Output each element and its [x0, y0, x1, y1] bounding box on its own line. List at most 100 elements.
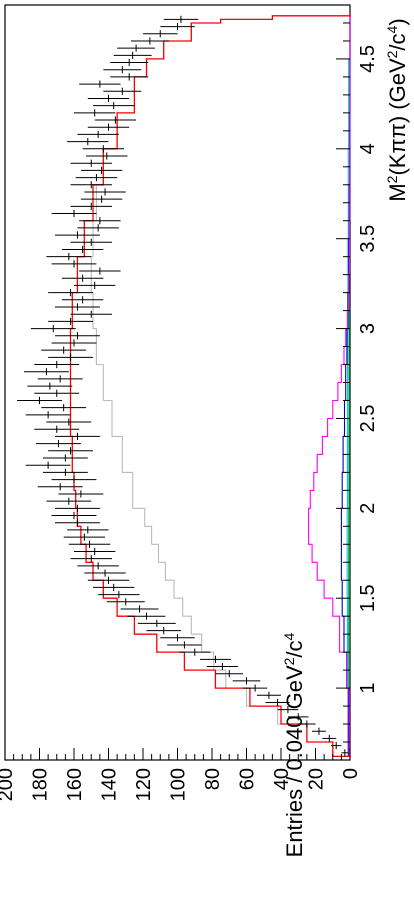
data-point [25, 461, 71, 469]
y-tick-label: 120 [133, 768, 155, 801]
y-tick-label: 0 [340, 768, 362, 779]
data-point [120, 605, 159, 613]
data-point [110, 73, 149, 81]
data-point [46, 497, 92, 505]
data-point [34, 389, 80, 397]
data-point [51, 339, 97, 347]
data-point [41, 346, 87, 354]
data-point [103, 66, 142, 74]
data-point [48, 317, 93, 325]
data-point [243, 684, 268, 692]
data-point [82, 145, 125, 153]
data-point [265, 698, 290, 707]
data-point [87, 576, 130, 584]
y-tick-label: 100 [168, 768, 190, 801]
data-point [98, 591, 140, 599]
data-point [48, 353, 93, 361]
data-point [87, 94, 130, 103]
data-point [48, 289, 93, 297]
data-point [41, 404, 87, 412]
x-tick-label: 2 [357, 503, 379, 514]
data-point [137, 619, 176, 627]
data-point [80, 195, 123, 203]
data-point [206, 662, 238, 671]
data-point [77, 224, 119, 232]
data-point [160, 22, 195, 31]
x-tick-label: 3 [357, 323, 379, 334]
data-point [36, 440, 81, 448]
x-tick-label: 4.5 [357, 45, 379, 73]
data-point [34, 360, 80, 369]
data-point [51, 209, 97, 218]
data-point [37, 375, 83, 383]
y-tick-label: 200 [0, 768, 17, 801]
y-tick-label: 140 [99, 768, 121, 801]
data-point [106, 598, 145, 606]
data-point [113, 51, 152, 59]
data-point [51, 260, 97, 268]
data-point [67, 138, 109, 146]
data-point [77, 130, 119, 139]
data-point [92, 102, 135, 110]
data-point [77, 562, 119, 570]
axes: 0 20 40 60 80 100 120 140 160 180 200 1 1.5 2 2.5 3 3.5 4… [0, 4, 379, 801]
data-point [232, 677, 261, 685]
data-point [70, 310, 112, 318]
data-point [70, 181, 112, 189]
data-point [87, 123, 130, 131]
data-point [298, 720, 316, 728]
data-point [48, 447, 93, 455]
series-phase-space [90, 12, 351, 757]
data-point [61, 274, 104, 282]
y-tick-label: 40 [271, 768, 293, 790]
data-point [23, 368, 69, 376]
data-point [55, 231, 100, 239]
data-point [146, 626, 181, 635]
data-point [17, 396, 62, 405]
series-total-fit [69, 12, 351, 758]
data-point [287, 713, 309, 721]
data-point [79, 217, 121, 225]
data-point [46, 418, 92, 426]
data-point [79, 80, 121, 88]
data-point [61, 296, 104, 304]
data-point [42, 468, 88, 476]
data-point [46, 253, 92, 261]
data-point [127, 612, 166, 620]
data-point [61, 245, 104, 254]
data-point [74, 547, 116, 556]
data-point [55, 432, 100, 441]
y-tick-label: 180 [30, 768, 52, 801]
data-point [215, 670, 244, 678]
data-point [341, 749, 349, 757]
data-point [37, 483, 83, 491]
data-point [55, 303, 100, 311]
x-axis-label: M2(Kππ) (GeV2/c4) [384, 18, 410, 201]
data-point [130, 37, 169, 45]
data-point [160, 634, 195, 642]
data-point [63, 533, 106, 541]
data-point [117, 44, 156, 52]
data-point [179, 648, 211, 656]
data-point [30, 324, 76, 333]
data-point [167, 641, 202, 649]
data-point [34, 425, 80, 433]
data-point [84, 569, 126, 577]
data-point [103, 87, 142, 95]
data-point [67, 526, 109, 534]
data-point [84, 188, 126, 196]
data-point [92, 583, 135, 592]
data-point [51, 475, 97, 484]
y-tick-label: 160 [64, 768, 86, 801]
data-point [70, 238, 112, 246]
data-point [277, 706, 299, 714]
data-point [55, 332, 100, 340]
data-point [42, 454, 88, 462]
data-point [143, 30, 178, 38]
data-point [25, 411, 71, 419]
data-points [17, 15, 349, 757]
data-point [163, 15, 199, 23]
data-point [74, 281, 116, 290]
data-point [75, 173, 118, 182]
